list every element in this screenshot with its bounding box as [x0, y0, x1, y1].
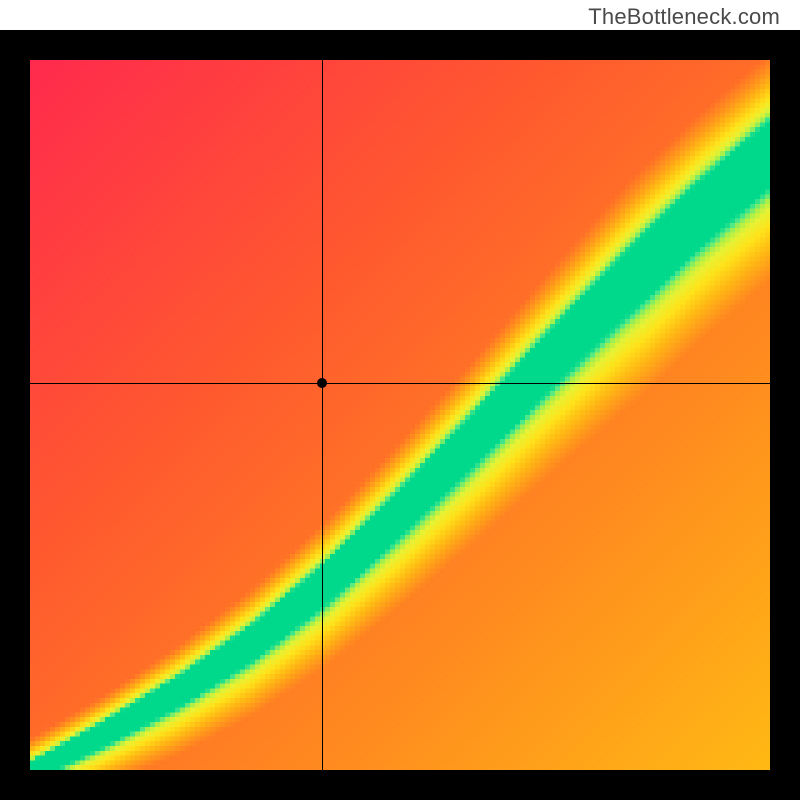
crosshair-vertical	[322, 60, 323, 770]
heatmap-canvas	[30, 60, 770, 770]
watermark-text: TheBottleneck.com	[588, 4, 780, 30]
crosshair-horizontal	[30, 383, 770, 384]
outer-border	[0, 30, 800, 800]
chart-container: TheBottleneck.com	[0, 0, 800, 800]
crosshair-marker	[317, 378, 327, 388]
plot-area	[30, 60, 770, 770]
